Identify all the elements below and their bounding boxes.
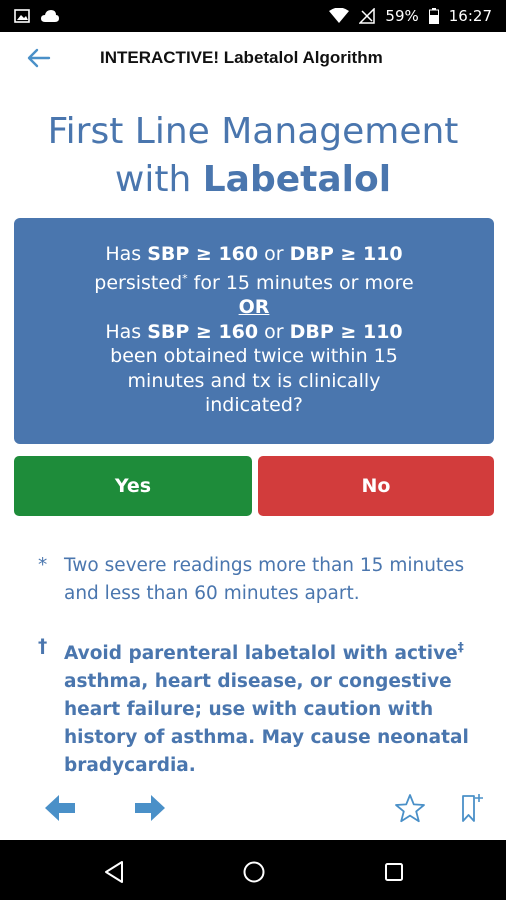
footnote-dagger: † Avoid parenteral labetalol with active… — [38, 633, 488, 780]
no-signal-icon — [359, 8, 376, 24]
q2-footnote-mark: * — [182, 271, 188, 285]
app-header: INTERACTIVE! Labetalol Algorithm — [0, 32, 506, 84]
arrow-left-bold-icon — [45, 795, 75, 821]
system-home-button[interactable] — [240, 858, 268, 886]
status-right: 59% 16:27 — [329, 7, 492, 25]
star-outline-icon — [395, 794, 425, 823]
question-line6: indicated? — [204, 394, 304, 416]
arrow-right-bold-icon — [135, 795, 165, 821]
yes-button[interactable]: Yes — [14, 456, 252, 516]
page-title-prefix: with — [114, 159, 203, 200]
status-left — [14, 9, 60, 23]
footnote-mark: * — [38, 555, 48, 576]
q1-sbp: SBP ≥ 160 — [147, 243, 259, 265]
q2-text-b: for 15 minutes or more — [187, 271, 414, 294]
q3-text: Has — [105, 320, 148, 343]
bookmark-plus-icon — [462, 794, 483, 822]
bottom-toolbar — [0, 776, 506, 840]
wifi-icon — [329, 8, 350, 23]
fn2-double-dagger: ‡ — [457, 640, 464, 654]
q1-dbp: DBP ≥ 110 — [289, 243, 403, 265]
q3-dbp: DBP ≥ 110 — [289, 320, 403, 343]
header-title: INTERACTIVE! Labetalol Algorithm — [100, 48, 383, 67]
page-title: First Line Management with Labetalol — [0, 108, 506, 204]
q2-text: persisted — [94, 271, 183, 294]
status-bar: 59% 16:27 — [0, 0, 506, 32]
page-title-drug: Labetalol — [202, 159, 392, 200]
previous-button[interactable] — [40, 790, 80, 826]
triangle-back-icon — [105, 861, 123, 883]
battery-icon — [428, 8, 439, 24]
no-button[interactable]: No — [258, 456, 494, 516]
system-back-button[interactable] — [100, 858, 128, 886]
page-title-line2: with Labetalol — [0, 156, 506, 204]
fn2-text-b: asthma, heart disease, or congestive hea… — [64, 671, 469, 776]
question-or: OR — [238, 296, 270, 318]
question-box: Has SBP ≥ 160 or DBP ≥ 110 persisted* fo… — [14, 218, 494, 444]
question-line3: Has SBP ≥ 160 or DBP ≥ 110 — [14, 320, 494, 345]
question-line2: persisted* for 15 minutes or more — [14, 267, 494, 296]
page-title-line1: First Line Management — [47, 111, 459, 152]
fn2-text-a: Avoid parenteral labetalol with active — [64, 643, 458, 664]
back-button[interactable] — [22, 42, 56, 74]
bookmark-button[interactable] — [452, 790, 492, 826]
q3-sbp: SBP ≥ 160 — [147, 320, 259, 343]
footnote-text: Two severe readings more than 15 minutes… — [64, 555, 465, 604]
arrow-left-icon — [27, 48, 51, 68]
footnote-asterisk: * Two severe readings more than 15 minut… — [38, 552, 488, 608]
footnote-mark: † — [38, 636, 48, 657]
favorite-button[interactable] — [390, 790, 430, 826]
square-recents-icon — [385, 863, 403, 881]
circle-home-icon — [243, 861, 265, 883]
system-recents-button[interactable] — [380, 858, 408, 886]
question-line4: been obtained twice within 15 — [110, 345, 398, 367]
system-nav-bar — [0, 840, 506, 900]
q1-text: Has — [105, 243, 148, 265]
battery-percent: 59% — [385, 7, 419, 25]
footnote-text: Avoid parenteral labetalol with active‡ … — [64, 633, 488, 780]
next-button[interactable] — [130, 790, 170, 826]
question-line1: Has SBP ≥ 160 or DBP ≥ 110 — [14, 242, 494, 267]
cloud-icon — [41, 10, 59, 22]
question-line5: minutes and tx is clinically — [127, 369, 381, 392]
q3-or: or — [258, 320, 290, 343]
clock: 16:27 — [448, 7, 492, 25]
q1-or: or — [258, 243, 290, 265]
image-notification-icon — [14, 9, 30, 23]
